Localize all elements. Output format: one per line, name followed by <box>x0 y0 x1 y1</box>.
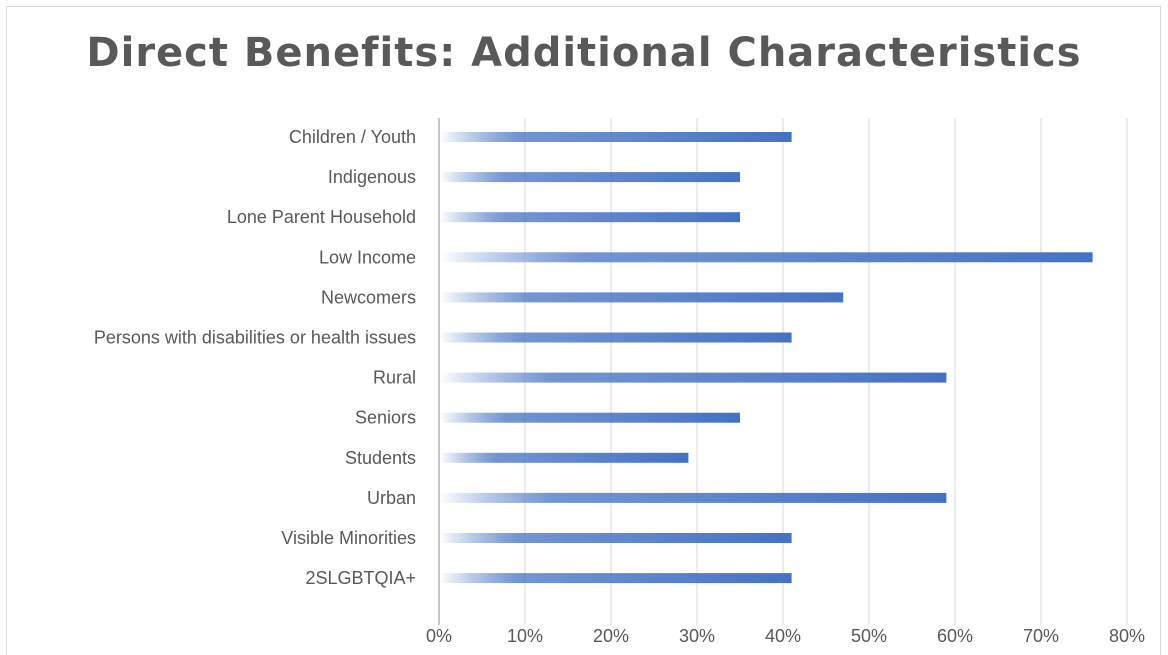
bar <box>440 412 740 423</box>
category-label: Urban <box>367 488 416 508</box>
x-tick-label: 50% <box>851 626 887 646</box>
category-label: Seniors <box>355 408 416 428</box>
bar <box>440 533 792 543</box>
bar <box>440 372 947 383</box>
bar <box>440 492 947 503</box>
category-label: Children / Youth <box>289 127 416 147</box>
chart-frame <box>6 6 1161 655</box>
category-label: 2SLGBTQIA+ <box>305 568 416 588</box>
category-label: Rural <box>373 368 416 388</box>
bar <box>440 332 792 343</box>
category-label: Persons with disabilities or health issu… <box>94 328 416 348</box>
category-label: Low Income <box>319 247 416 267</box>
x-tick-label: 60% <box>937 626 973 646</box>
x-tick-label: 40% <box>765 626 801 646</box>
bar <box>440 172 740 183</box>
category-label: Indigenous <box>328 167 416 187</box>
bars <box>440 132 1093 584</box>
bar <box>440 452 689 463</box>
category-labels: Children / Youth Indigenous Lone Parent Ho… <box>94 127 416 588</box>
x-tick-label: 20% <box>593 626 629 646</box>
category-label: Visible Minorities <box>281 528 416 548</box>
x-tick-label: 80% <box>1109 626 1145 646</box>
x-tick-label: 30% <box>679 626 715 646</box>
chart-title: Direct Benefits: Additional Characterist… <box>86 30 1082 76</box>
category-label: Lone Parent Household <box>227 207 416 227</box>
category-label: Newcomers <box>321 287 416 307</box>
x-tick-label: 10% <box>507 626 543 646</box>
x-tick-labels: 0% 10% 20% 30% 40% 50% 60% 70% 80% <box>426 626 1145 646</box>
bar <box>440 212 740 223</box>
bar <box>440 573 792 584</box>
bar <box>440 292 844 303</box>
bar <box>440 252 1093 263</box>
bar <box>440 132 792 142</box>
x-tick-label: 0% <box>426 626 452 646</box>
gridlines <box>438 118 1128 625</box>
x-tick-label: 70% <box>1023 626 1059 646</box>
category-label: Students <box>345 448 416 468</box>
